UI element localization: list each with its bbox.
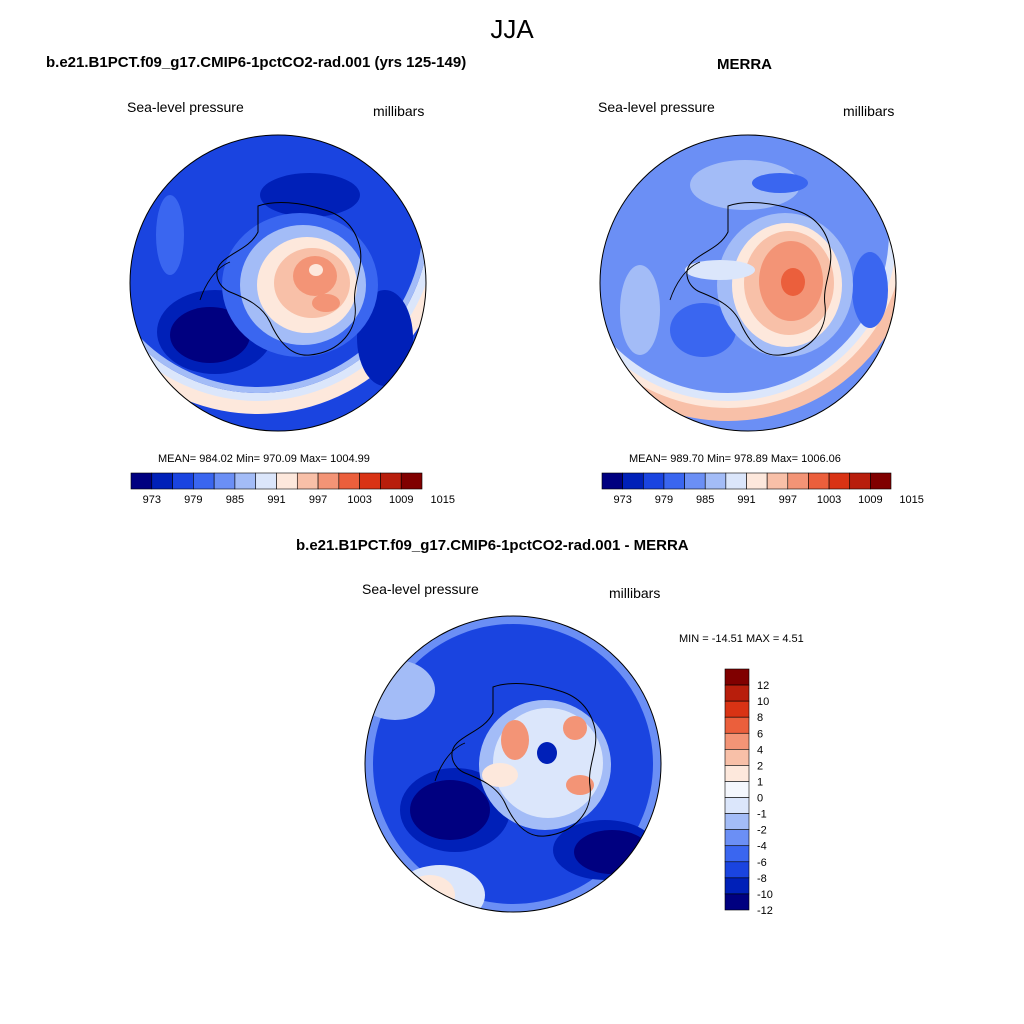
panel2-colorbar-tick-label: 973 [613, 494, 631, 506]
panel2-colorbar-swatch [808, 472, 830, 490]
panel2-colorbar-swatch [870, 472, 892, 490]
panel3-stats: MIN = -14.51 MAX = 4.51 [679, 633, 804, 645]
panel2-colorbar-tick-label: 1003 [817, 494, 841, 506]
panel1-colorbar-swatch [317, 472, 340, 490]
panel1-colorbar-swatch [276, 472, 298, 490]
panel3-colorbar-swatch [724, 877, 750, 895]
panel1-colorbar-tick-label: 973 [143, 494, 161, 506]
panel1-colorbar-swatch [130, 472, 153, 490]
panel2-colorbar-tick-label: 1015 [899, 494, 923, 506]
panel3-colorbar-swatch [724, 684, 750, 702]
panel3-colorbar-swatch [724, 813, 750, 830]
panel3-colorbar-tick-label: -8 [757, 873, 767, 885]
panel3-colorbar-swatch [724, 716, 750, 734]
panel2-colorbar-swatch [828, 472, 851, 490]
panel3-colorbar-tick-label: -10 [757, 889, 773, 901]
panel1-map [129, 134, 427, 432]
panel1-colorbar-swatch [151, 472, 173, 490]
panel1-colorbar-tick-label: 991 [267, 494, 285, 506]
panel3-colorbar-tick-label: 6 [757, 728, 763, 740]
panel2-colorbar-swatch [849, 472, 871, 490]
panel3-colorbar-swatch [724, 861, 750, 879]
panel1-colorbar-swatch [172, 472, 194, 490]
panel3-colorbar-tick-label: 0 [757, 793, 763, 805]
panel3-colorbar-swatch [724, 749, 750, 766]
panel1-colorbar-swatch [193, 472, 215, 490]
panel3-map [364, 615, 662, 913]
panel3-colorbar-tick-label: -2 [757, 825, 767, 837]
panel2-colorbar-tick-label: 997 [779, 494, 797, 506]
panel3-colorbar-tick-label: 10 [757, 696, 769, 708]
panel2-units-label: millibars [843, 103, 895, 119]
panel3-colorbar-swatch [724, 668, 750, 686]
panel1-colorbar-swatch [400, 472, 423, 490]
panel3-colorbar-tick-label: -12 [757, 905, 773, 917]
panel2-colorbar-swatch [725, 472, 747, 490]
panel3-colorbar-tick-label: 2 [757, 760, 763, 772]
figure-title: JJA [490, 14, 534, 44]
panel3-colorbar-tick-label: 8 [757, 712, 763, 724]
panel3-title: b.e21.B1PCT.f09_g17.CMIP6-1pctCO2-rad.00… [296, 537, 689, 554]
panel1-colorbar-swatch [255, 472, 277, 490]
panel3-colorbar-swatch [724, 732, 750, 750]
panel1-colorbar-swatch [213, 472, 236, 490]
panel3-colorbar-swatch [724, 781, 750, 798]
panel2-colorbar-swatch [746, 472, 768, 490]
panel1-colorbar-tick-label: 985 [226, 494, 244, 506]
panel1-units-label: millibars [373, 103, 425, 119]
panel1-colorbar: 973 979 985 991 997 1003 1009 1015 [130, 472, 455, 506]
panel1-colorbar-swatch [296, 472, 319, 490]
panel2-colorbar-swatch [684, 472, 706, 490]
panel1-colorbar-tick-label: 997 [309, 494, 327, 506]
panel1-colorbar-tick-label: 1009 [389, 494, 413, 506]
panel3-colorbar-tick-label: 1 [757, 776, 763, 788]
panel3-colorbar-swatch [724, 700, 750, 718]
panel2-colorbar-swatch [663, 472, 685, 490]
panel2-colorbar-tick-label: 979 [655, 494, 673, 506]
panel3-colorbar-swatch [724, 829, 750, 847]
panel1-title: b.e21.B1PCT.f09_g17.CMIP6-1pctCO2-rad.00… [46, 54, 467, 71]
panel2-map [599, 134, 897, 432]
panel3-colorbar-tick-label: 4 [757, 744, 763, 756]
panel1-stats: MEAN= 984.02 Min= 970.09 Max= 1004.99 [158, 453, 370, 465]
panel1-colorbar-swatch [380, 472, 402, 490]
panel2-colorbar-swatch [601, 472, 623, 490]
panel3-colorbar-tick-label: -4 [757, 841, 767, 853]
panel3-units-label: millibars [609, 585, 661, 601]
panel2-variable-label: Sea-level pressure [598, 99, 715, 115]
panel3-colorbar-swatch [724, 845, 750, 863]
panel1-colorbar-tick-label: 979 [184, 494, 202, 506]
panel2-colorbar: 973 979 985 991 997 1003 1009 1015 [601, 472, 924, 506]
panel2-colorbar-tick-label: 985 [696, 494, 714, 506]
panel2-title: MERRA [717, 56, 772, 73]
panel2-colorbar-swatch [642, 472, 665, 490]
panel3-colorbar-tick-label: -6 [757, 857, 767, 869]
panel2-colorbar-swatch [622, 472, 644, 490]
panel1-colorbar-tick-label: 1003 [347, 494, 371, 506]
panel3-colorbar-tick-label: 12 [757, 680, 769, 692]
panel3-colorbar-swatch [724, 797, 750, 814]
panel3-colorbar-swatch [724, 765, 750, 782]
panel1-colorbar-swatch [359, 472, 381, 490]
panel2-colorbar-tick-label: 991 [737, 494, 755, 506]
panel1-variable-label: Sea-level pressure [127, 99, 244, 115]
panel2-colorbar-swatch [766, 472, 789, 490]
panel3-variable-label: Sea-level pressure [362, 581, 479, 597]
panel2-colorbar-swatch [787, 472, 809, 490]
panel1-colorbar-swatch [234, 472, 257, 490]
panel2-colorbar-tick-label: 1009 [858, 494, 882, 506]
panel2-stats: MEAN= 989.70 Min= 978.89 Max= 1006.06 [629, 453, 841, 465]
panel3-colorbar-swatch [724, 893, 750, 911]
panel1-colorbar-swatch [338, 472, 360, 490]
panel1-colorbar-tick-label: 1015 [431, 494, 455, 506]
panel3-colorbar-tick-label: -1 [757, 809, 767, 821]
panel2-colorbar-swatch [704, 472, 727, 490]
